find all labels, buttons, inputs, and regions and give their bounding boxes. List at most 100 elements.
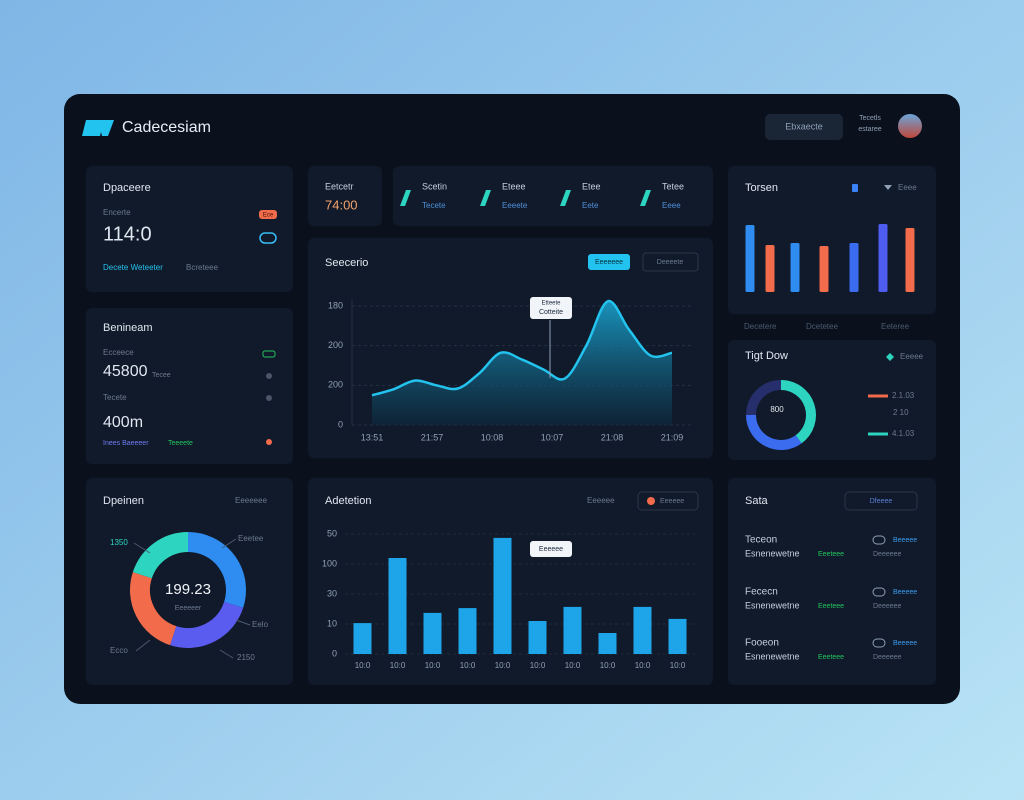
x-tick-label: 10:0 [635,661,651,670]
card [393,166,713,226]
label: Eete [582,201,599,210]
y-tick-label: 200 [328,380,343,390]
label: Decetere [744,322,777,331]
leader-line [219,649,234,659]
label: Inees Baeeeer [103,440,149,447]
indicator [266,373,272,379]
bar [849,243,859,292]
x-tick-label: 10:07 [541,432,564,442]
bar [790,243,800,292]
avatar[interactable] [898,114,922,138]
label: Deeeeee [873,551,902,558]
label: Dfeeee [870,498,893,505]
x-tick-label: 21:08 [601,432,624,442]
label: 1350 [110,538,128,547]
x-tick-label: 10:08 [481,432,504,442]
x-tick-label: 21:09 [661,432,684,442]
label: Ece [263,213,274,219]
x-tick-label: 13:51 [361,432,384,442]
stat-icon [560,190,571,206]
bar [668,618,687,654]
bar [528,621,547,654]
label: Beeeee [893,537,917,544]
label: 199.23 [165,581,211,598]
card-value: 400m [103,414,143,431]
legend-icon [884,185,892,190]
label: Esnenewetne [745,548,800,558]
user-role: estaree [858,126,881,133]
leader-line [221,538,237,549]
y-tick-label: 30 [327,588,337,598]
x-tick-label: 10:0 [530,661,546,670]
area-fill [372,301,672,425]
y-tick-label: 100 [322,558,337,568]
toggle [872,638,886,648]
user-name: Tecetls [859,115,881,122]
x-tick-label: 21:57 [421,432,444,442]
chart-button[interactable] [642,252,699,272]
header-button[interactable] [765,114,843,140]
badge-dot [647,497,655,505]
label: Ecco [110,646,128,655]
label: 2 10 [893,408,909,417]
stat-icon [640,190,651,206]
list-button[interactable] [844,491,918,511]
x-tick-label: 10:0 [425,661,441,670]
label: Eteee [502,181,526,191]
label: Eeee [898,183,917,192]
x-tick-label: 10:0 [600,661,616,670]
label: Deeeeee [873,654,902,661]
card [86,166,293,292]
donut-segment [746,414,802,450]
label: 2.1.03 [892,391,915,400]
label: Beeeee [893,640,917,647]
donut-segment [780,380,816,444]
indicator [266,395,272,401]
area-line [371,299,673,397]
label: Tecete [422,201,446,210]
label: Beeeee [893,589,917,596]
toggle [872,535,886,545]
y-tick-label: 0 [332,648,337,658]
toggle [872,587,886,597]
chart-title: Seecerio [325,257,368,269]
bar [745,225,755,292]
label: Esnenewetne [745,600,800,610]
label: Eeeteee [818,654,844,661]
badge [259,210,277,219]
label: Eelo [252,620,269,629]
label: Eetcetr [325,181,354,191]
chart-badge[interactable] [637,491,699,511]
label: 800 [770,405,784,414]
label: 74:00 [325,197,358,212]
donut-segment [746,380,782,416]
bar [819,246,829,292]
label: Eeeeee [539,546,563,553]
bar [878,224,888,292]
label: Eeeteee [818,551,844,558]
card-value: 114:0 [103,223,152,245]
x-tick-label: 10:0 [355,661,371,670]
label: Eeetee [238,534,264,543]
app-title: Cadecesiam [122,119,211,136]
legend-icon [852,184,858,192]
chart-button[interactable] [588,254,630,270]
label: Deeeete [657,259,684,266]
donut-segment [132,532,189,579]
label: Ecceece [103,348,134,357]
label: Fececn [745,587,778,598]
label: Bcreteee [186,263,219,272]
label: Tecee [152,372,171,379]
label: Eeeeeee [235,496,268,505]
card [308,166,382,226]
label: Scetin [422,181,447,191]
header-button-label[interactable]: Ebxaecte [785,121,823,131]
label: Etteete [541,301,561,307]
card-title: Dpaceere [103,182,151,194]
tooltip [530,541,572,557]
label: 4.1.03 [892,429,915,438]
donut-segment [187,532,246,608]
label: Dcetetee [806,322,839,331]
donut-segment [170,601,244,648]
label: Eeeeee [587,496,615,505]
